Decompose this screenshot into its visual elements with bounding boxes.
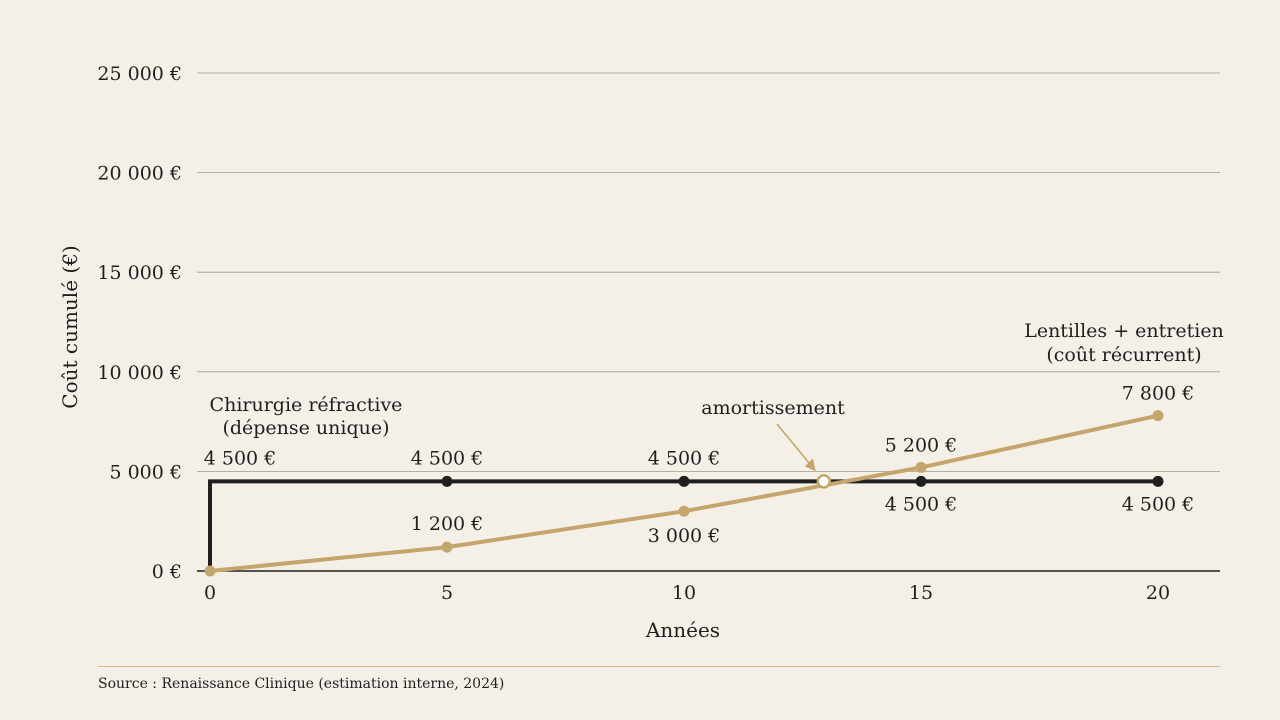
lenses-point-3: [915, 461, 927, 473]
x-axis-title: Années: [645, 618, 720, 642]
surgery-data-label-0: 4 500 €: [204, 447, 277, 469]
lenses-point-0: [204, 565, 216, 577]
breakeven-arrowhead: [804, 458, 816, 472]
y-tick-label-4: 20 000 €: [97, 163, 182, 185]
surgery-data-label-3: 4 500 €: [885, 493, 958, 515]
x-tick-label-1: 5: [441, 582, 453, 604]
source-divider: [98, 666, 1220, 667]
x-axis-ticks: 0 5 10 15 20: [204, 582, 1170, 604]
x-tick-label-2: 10: [672, 582, 696, 604]
series-group: [204, 410, 1164, 577]
surgery-data-label-4: 4 500 €: [1122, 493, 1195, 515]
surgery-point-2: [678, 475, 690, 487]
surgery-series-name-line-1: (dépense unique): [222, 417, 389, 439]
surgery-point-4: [1152, 475, 1164, 487]
source-note: Source : Renaissance Clinique (estimatio…: [98, 676, 505, 692]
surgery-data-label-1: 4 500 €: [411, 447, 484, 469]
series-line-surgery: [208, 479, 1158, 571]
x-tick-label-0: 0: [204, 582, 216, 604]
y-tick-label-2: 10 000 €: [97, 362, 182, 384]
lenses-data-label-3: 5 200 €: [885, 434, 958, 456]
lenses-series-name-line-1: (coût récurrent): [1046, 344, 1201, 366]
surgery-point-1: [441, 475, 453, 487]
breakeven-label: amortissement: [701, 397, 845, 419]
y-tick-label-0: 0 €: [152, 561, 182, 583]
y-tick-label-3: 15 000 €: [97, 262, 182, 284]
y-tick-label-5: 25 000 €: [97, 63, 182, 85]
y-axis-title: Coût cumulé (€): [58, 245, 82, 408]
lenses-point-1: [441, 541, 453, 553]
x-tick-label-3: 15: [909, 582, 933, 604]
breakeven-arrow-shaft: [776, 423, 813, 467]
surgery-point-3: [915, 475, 927, 487]
lenses-point-2: [678, 505, 690, 517]
annotations: 4 500 € 4 500 € 4 500 € 4 500 € 4 500 € 1 200…: [204, 320, 1224, 547]
gridlines: [197, 72, 1220, 472]
lenses-series-name-line-0: Lentilles + entretien: [1024, 320, 1224, 342]
surgery-series-name-line-0: Chirurgie réfractive: [210, 394, 403, 416]
y-axis-ticks: 0 € 5 000 € 10 000 € 15 000 € 20 000 € 25 000…: [97, 63, 182, 583]
lenses-data-label-4: 7 800 €: [1122, 383, 1195, 405]
lenses-data-label-2: 3 000 €: [648, 525, 721, 547]
breakeven-point: [816, 474, 832, 489]
lenses-point-4: [1152, 410, 1164, 422]
x-tick-label-4: 20: [1146, 582, 1170, 604]
y-tick-label-1: 5 000 €: [109, 461, 182, 483]
lenses-data-label-1: 1 200 €: [411, 513, 484, 535]
surgery-data-label-2: 4 500 €: [648, 447, 721, 469]
